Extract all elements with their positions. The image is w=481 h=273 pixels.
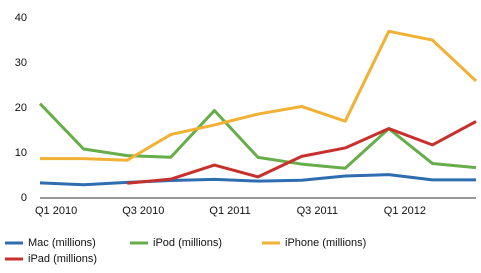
y-tick-label: 30: [15, 57, 27, 69]
y-tick-label: 10: [15, 147, 27, 159]
series-line: [38, 102, 477, 170]
series-line: [127, 120, 477, 185]
x-tick-label: Q3 2010: [122, 205, 164, 217]
x-tick-label: Q1 2011: [209, 205, 250, 217]
x-tick-label: Q1 2012: [384, 205, 426, 217]
y-tick-label: 20: [15, 102, 27, 114]
x-tick-label: Q3 2011: [297, 205, 338, 217]
y-tick-label: 40: [15, 12, 27, 24]
legend-label: iPhone (millions): [285, 237, 366, 249]
x-tick-label: Q1 2010: [35, 205, 77, 217]
legend-label: Mac (millions): [28, 237, 96, 249]
legend-label: iPod (millions): [153, 237, 222, 249]
series-line: [39, 29, 478, 162]
y-tick-label: 0: [21, 192, 27, 204]
series-line: [39, 173, 476, 187]
legend-label: iPad (millions): [28, 253, 97, 265]
